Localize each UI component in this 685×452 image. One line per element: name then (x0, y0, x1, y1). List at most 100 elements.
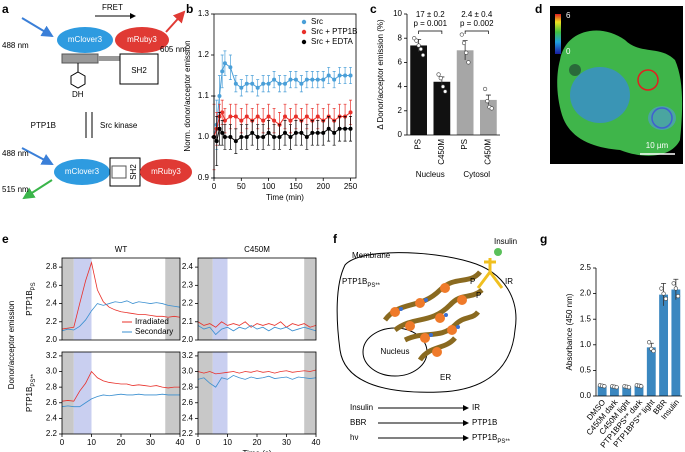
membrane-label: Membrane (352, 251, 391, 260)
replicate (436, 72, 441, 77)
point (299, 130, 304, 135)
point (283, 130, 287, 135)
chart-title: C450M (244, 245, 270, 254)
x-tick-label: 40 (312, 438, 321, 447)
line (213, 127, 351, 143)
y-tick-label: 2.4 (46, 299, 58, 308)
replicate (659, 286, 664, 291)
legend-to-sub: PS** (497, 439, 510, 445)
y-tick-label: 0 (398, 130, 403, 139)
annotation: p = 0.001 (413, 19, 447, 28)
phospho-label: P (470, 277, 475, 286)
bar (597, 385, 607, 396)
y-tick-label: 2.6 (182, 398, 194, 407)
bar (622, 386, 632, 396)
shaded-interval (62, 352, 74, 434)
shaded-interval (198, 352, 213, 434)
legend-to-main: PTP1B (472, 433, 497, 442)
donor-label: mClover3 (68, 35, 103, 44)
point (222, 118, 227, 123)
replicate (614, 385, 619, 390)
y-tick-label: 1.2 (198, 50, 210, 59)
point (220, 69, 225, 74)
point (266, 114, 271, 119)
shaded-interval (304, 258, 316, 340)
legend-label: Src (311, 17, 323, 26)
y-tick-label: 10 (393, 9, 402, 18)
y-tick-label: 2.2 (46, 429, 58, 438)
replicate (671, 281, 676, 286)
shaded-interval (165, 352, 180, 434)
point (239, 118, 244, 123)
point (250, 130, 255, 135)
point (228, 114, 233, 119)
replicate (443, 89, 448, 94)
replicate (438, 76, 443, 81)
line (197, 324, 317, 336)
point (255, 135, 260, 139)
insulin-label: Insulin (494, 237, 517, 246)
chart-title: WT (115, 245, 128, 254)
excitation-arrow (21, 17, 54, 38)
fret-label: FRET (102, 3, 123, 12)
row-label: PTP1BPS** (25, 373, 36, 412)
micrograph: 6 0 10 µm (550, 6, 683, 164)
point (315, 114, 320, 119)
line (197, 374, 317, 388)
legend-to: PTP1B (472, 418, 497, 427)
colorbar (555, 14, 561, 54)
sh2-label: SH2 (131, 66, 147, 75)
sensor-diagram: 488 nm FRET mClover3 mRuby3 605 nm DH SH… (2, 3, 192, 200)
replicate (414, 38, 419, 43)
replicate (651, 348, 656, 354)
y-tick-label: 2.2 (46, 317, 58, 326)
acceptor (140, 159, 192, 185)
x-tick-label: 10 (87, 438, 96, 447)
line (61, 300, 181, 332)
point (315, 77, 320, 82)
bar (610, 386, 619, 396)
point (288, 135, 293, 139)
replicate (646, 340, 652, 345)
point (261, 135, 266, 139)
row-label-main: PTP1B (25, 387, 34, 412)
x-tick-label: PS (414, 139, 423, 150)
y-tick-label: 2.2 (182, 299, 194, 308)
point (266, 81, 271, 86)
legend-label: Secondary (135, 327, 173, 336)
annotation: 2.4 ± 0.4 (461, 10, 493, 19)
bar (659, 294, 668, 396)
nucleus (570, 67, 630, 123)
replicate (675, 294, 681, 299)
point (326, 73, 331, 78)
shaded-interval (62, 258, 74, 340)
replicate (663, 296, 668, 301)
x-tick-label: 30 (146, 438, 155, 447)
y-tick-label: 1.1 (198, 91, 210, 100)
y-tick-label: 3.2 (46, 351, 58, 360)
point (277, 135, 282, 139)
replicate (673, 286, 678, 291)
plot-frame (213, 13, 357, 179)
point (220, 130, 225, 135)
annotation: 17 ± 0.2 (416, 10, 445, 19)
point (283, 81, 287, 86)
bar (671, 289, 681, 396)
x-tick-label: 0 (212, 182, 217, 191)
point (261, 118, 266, 123)
y-tick-label: 2.8 (46, 382, 58, 391)
shaded-interval (198, 258, 213, 340)
acceptor (115, 27, 169, 53)
dh-label: DH (72, 90, 84, 99)
plot-frame (197, 257, 317, 341)
roi-secondary (651, 107, 673, 129)
point (272, 118, 277, 123)
legend-from: BBR (350, 418, 367, 427)
x-tick-label: C450M (483, 139, 492, 165)
y-tick-label: 2.3 (182, 280, 194, 289)
cell-diagram: Membrane Nucleus ER PTP1BPS** Insulin P … (336, 237, 517, 445)
point (239, 135, 244, 139)
replicate (485, 99, 490, 104)
bar (433, 81, 451, 135)
